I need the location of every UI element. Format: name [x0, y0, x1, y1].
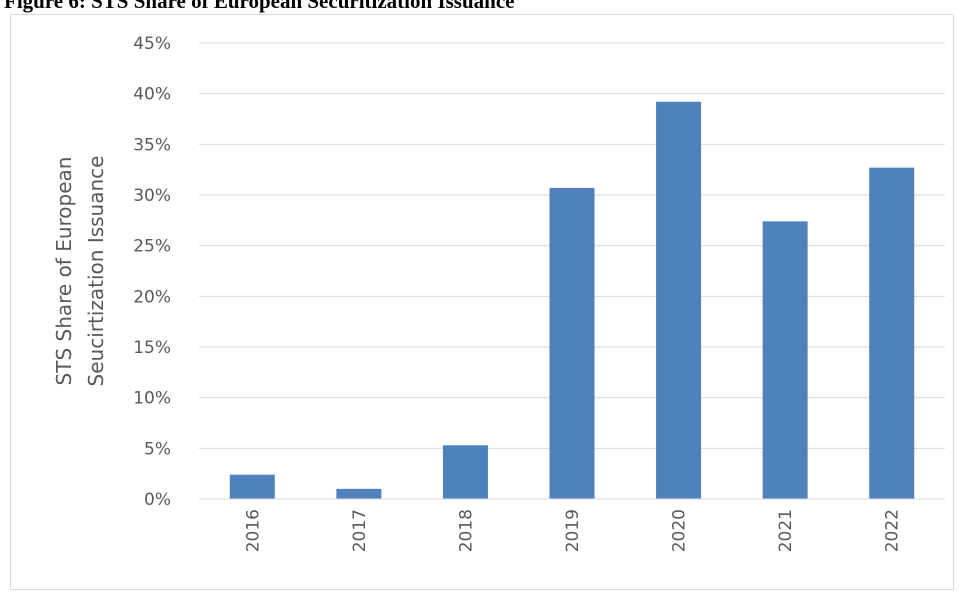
bar-2016	[230, 475, 275, 499]
y-tick-label: 5%	[144, 439, 171, 459]
y-tick-label: 0%	[144, 490, 171, 510]
y-tick-label: 20%	[133, 287, 171, 307]
bar-2021	[763, 221, 808, 499]
y-tick-label: 25%	[133, 237, 171, 257]
x-tick-label: 2022	[883, 509, 903, 552]
y-tick-label: 30%	[133, 186, 171, 206]
y-axis-label-line-2: Seucirtization Issuance	[84, 156, 108, 387]
bar-2022	[869, 168, 914, 499]
y-tick-label: 40%	[133, 85, 171, 105]
y-tick-label: 35%	[133, 135, 171, 155]
y-tick-label: 10%	[133, 389, 171, 409]
bar-2020	[656, 102, 701, 499]
y-axis-ticks: 0% 5% 10% 15% 20% 25% 30% 35% 40% 45%	[133, 34, 171, 510]
x-tick-label: 2021	[776, 509, 796, 552]
y-tick-label: 45%	[133, 34, 171, 54]
x-axis-ticks: 2016 2017 2018 2019 2020 2021 2022	[243, 509, 902, 552]
figure-title: Figure 6: STS Share of European Securiti…	[4, 0, 514, 14]
bar-2018	[443, 445, 488, 499]
bar-chart: 0%5%10%15%20%25%30%35%40%45% 2016 2017 201…	[11, 15, 959, 595]
bar-2017	[336, 489, 381, 499]
x-tick-label: 2017	[350, 509, 370, 552]
y-tick-label: 15%	[133, 338, 171, 358]
bars	[230, 102, 914, 499]
x-tick-label: 2016	[243, 509, 263, 552]
y-axis-label-line-1: STS Share of European	[52, 157, 76, 386]
x-tick-label: 2019	[563, 509, 583, 552]
x-tick-label: 2020	[670, 509, 690, 552]
x-tick-label: 2018	[456, 509, 476, 552]
bar-2019	[550, 188, 595, 499]
chart-area: 0% 5% 10% 15% 20% 25% 30% 35% 40% 45% 2016 2017 201…	[10, 14, 954, 590]
